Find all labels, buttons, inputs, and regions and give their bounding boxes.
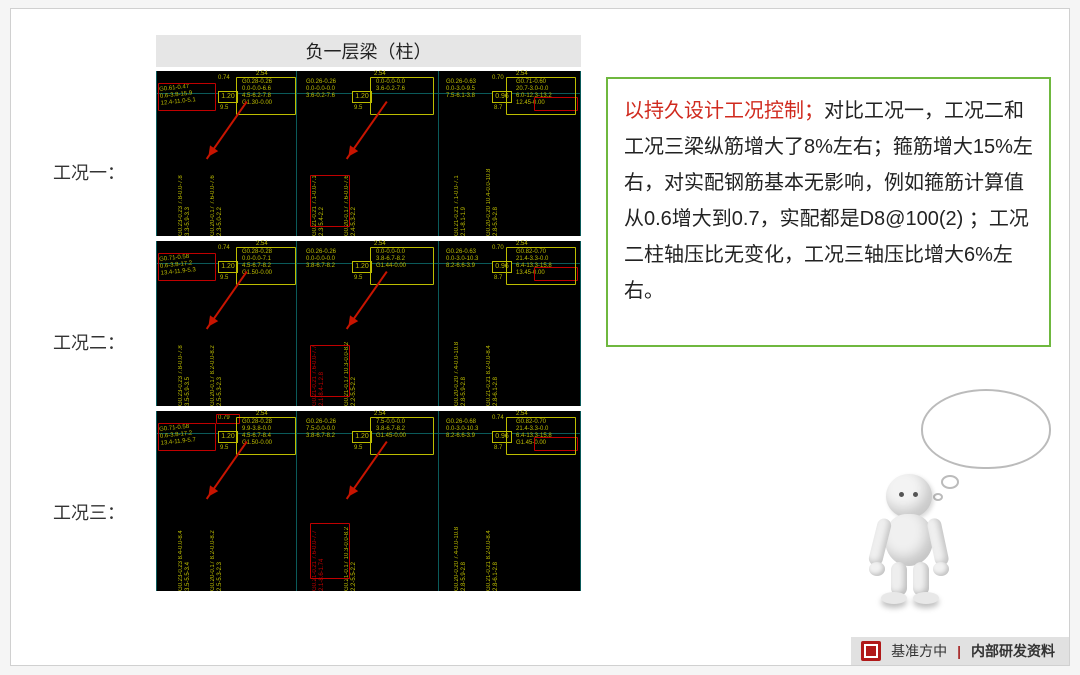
footer-doc: 内部研发资料 <box>971 641 1055 661</box>
footer-divider-icon: | <box>957 643 961 659</box>
slide-page: 负一层梁（柱） 工况一： 工况二： 工况三： G0.61-0.47 0.6-3.… <box>10 8 1070 666</box>
footer: 基准方中 | 内部研发资料 <box>851 637 1069 665</box>
info-body: 对比工况一，工况二和工况三梁纵筋增大了8%左右；箍筋增大15%左右，对实配钢筋基… <box>624 100 1033 302</box>
info-headline: 以持久设计工况控制； <box>624 100 824 122</box>
info-box: 以持久设计工况控制；对比工况一，工况二和工况三梁纵筋增大了8%左右；箍筋增大15… <box>606 77 1051 347</box>
row-label-1: 工况一： <box>53 159 125 185</box>
chart-title: 负一层梁（柱） <box>306 38 432 64</box>
thought-bubble-icon <box>921 389 1051 469</box>
row-label-2: 工况二： <box>53 329 125 355</box>
row-label-3: 工况三： <box>53 499 125 525</box>
cad-panel-3: G0.71-0.58 0.6-3.8-17.2 13.4-11.9-5.70.7… <box>156 411 581 591</box>
cad-panel-1: G0.61-0.47 0.6-3.8-15.9 12.4-11.0-5.10.7… <box>156 71 581 236</box>
brand-logo-icon <box>861 641 881 661</box>
cad-panel-2: G0.71-0.58 0.6-3.8-17.2 13.4-11.9-5.30.7… <box>156 241 581 406</box>
mannequin-icon <box>851 474 971 614</box>
chart-title-bar: 负一层梁（柱） <box>156 35 581 67</box>
thinking-figure <box>841 389 1051 609</box>
footer-brand: 基准方中 <box>891 641 947 661</box>
